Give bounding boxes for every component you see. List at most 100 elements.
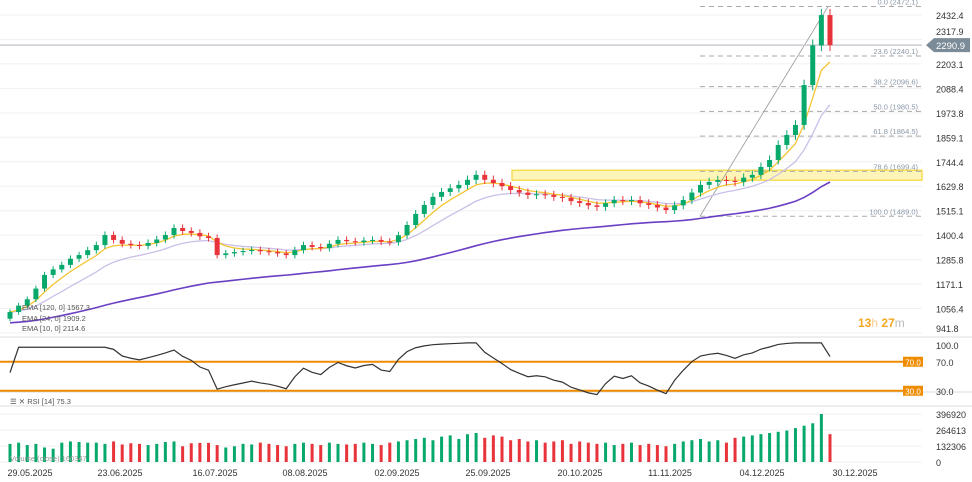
volume-bar	[94, 442, 98, 462]
price-tick-label: 1744.4	[936, 158, 964, 168]
candle	[516, 190, 522, 193]
volume-bar	[535, 440, 539, 462]
volume-bar	[465, 434, 469, 462]
volume-bar	[586, 442, 590, 462]
price-tick-label: 1515.1	[936, 207, 964, 217]
price-tick-label: 1171.1	[936, 280, 963, 290]
fib-level-label: 38.2 (2096.6)	[873, 78, 918, 87]
volume-bar	[293, 443, 297, 462]
volume-bar	[595, 443, 599, 462]
volume-bar	[232, 446, 236, 462]
volume-bar	[310, 443, 314, 462]
countdown-hours: 13	[858, 316, 872, 330]
volume-bar	[655, 445, 659, 462]
volume-bar	[207, 442, 211, 462]
volume-bar	[379, 445, 383, 462]
candle	[749, 174, 755, 178]
candle	[430, 196, 436, 205]
price-tick-label: 941.8	[936, 324, 959, 334]
volume-bar	[43, 447, 47, 462]
fib-level-label: 23.6 (2240.1)	[873, 47, 918, 56]
candle	[266, 251, 272, 253]
volume-bar	[129, 443, 133, 462]
candle	[128, 243, 134, 246]
volume-bar	[8, 443, 12, 462]
candle	[447, 188, 453, 192]
candle	[42, 274, 48, 289]
volume-bar	[716, 440, 720, 462]
volume-bar	[604, 442, 608, 462]
legend-volume[interactable]: Volume (close) 160347	[10, 454, 87, 463]
fib-level-label: 0.0 (2472.1)	[878, 0, 919, 7]
candle	[67, 258, 73, 265]
date-tick-label: 02.09.2025	[374, 468, 419, 478]
legend-ema120[interactable]: EMA [120, 0] 1567.3	[22, 303, 90, 312]
candle	[551, 194, 557, 197]
candle	[214, 238, 220, 256]
candle	[801, 85, 807, 125]
volume-bar	[267, 443, 271, 462]
candle	[525, 192, 531, 195]
volume-bar	[396, 441, 400, 462]
volume-bar	[500, 436, 504, 462]
countdown-minutes: 27	[881, 316, 895, 330]
candle	[792, 124, 798, 135]
price-tick-label: 2203.1	[936, 60, 964, 70]
legend-ema24[interactable]: EMA [24, 0] 1909.2	[22, 314, 86, 323]
volume-bar	[103, 443, 107, 462]
candle	[119, 239, 125, 244]
volume-bar	[241, 443, 245, 462]
candle	[361, 240, 367, 243]
volume-bar	[276, 445, 280, 462]
legend-rsi[interactable]: ☰ ✕ RSI [14] 75.3	[10, 397, 71, 406]
fib-level-label: 100.0 (1489.0)	[869, 207, 918, 216]
candle	[180, 227, 186, 231]
volume-bar	[828, 434, 832, 462]
candle	[473, 174, 479, 180]
date-tick-label: 11.11.2025	[648, 468, 692, 478]
price-tick-label: 1056.4	[936, 305, 964, 315]
legend-ema10[interactable]: EMA [10, 0] 2114.6	[22, 324, 85, 333]
candle	[680, 200, 686, 206]
volume-bar	[733, 437, 737, 462]
candle	[723, 179, 729, 181]
volume-bar	[491, 435, 495, 462]
candle	[818, 15, 824, 46]
rsi-level-label: 30.0	[905, 387, 921, 396]
candle	[508, 186, 514, 191]
rsi-level-label: 70.0	[905, 358, 921, 367]
candle	[335, 239, 341, 244]
volume-tick-label: 264613	[936, 426, 966, 436]
candle	[162, 235, 168, 240]
volume-bar	[319, 445, 323, 462]
rsi-tick-label: 100.0	[936, 341, 959, 351]
candle	[637, 200, 643, 204]
volume-bar	[51, 448, 55, 462]
candle	[585, 203, 591, 206]
candle	[827, 15, 833, 46]
volume-bar	[77, 442, 81, 462]
rsi-level-badge	[903, 356, 923, 367]
candle	[326, 243, 332, 249]
volume-bar	[25, 445, 29, 462]
volume-bar	[258, 442, 262, 462]
price-tick-label: 1400.4	[936, 231, 964, 241]
candle	[603, 203, 609, 207]
date-tick-label: 04.12.2025	[739, 468, 784, 478]
candle	[395, 235, 401, 243]
candle	[559, 196, 565, 198]
volume-bar	[621, 443, 625, 462]
fib-level-label: 78.6 (1699.4)	[873, 162, 918, 171]
ema10-label: EMA [10, 0] 2114.6	[22, 324, 86, 333]
price-tick-label: 1629.8	[936, 182, 964, 192]
candle	[171, 227, 177, 236]
candle	[689, 192, 695, 201]
candle	[456, 184, 462, 189]
rsi-level-badge	[903, 385, 923, 396]
candle	[318, 246, 324, 249]
candle	[24, 299, 30, 306]
candle	[206, 236, 212, 239]
rsi-line	[9, 342, 831, 396]
volume-bar	[552, 441, 556, 462]
